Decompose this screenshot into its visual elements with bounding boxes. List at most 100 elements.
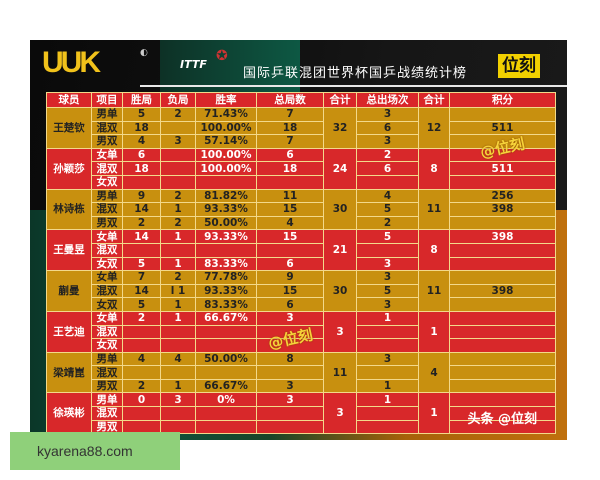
event-cell: 混双 [91, 283, 123, 299]
total-appearances-cell: 11 [418, 270, 450, 312]
win-rate-cell: 0% [195, 392, 257, 408]
event-cell: 男双 [91, 215, 123, 231]
appearances-cell: 5 [356, 229, 419, 244]
column-header: 负局 [160, 92, 196, 108]
points-cell [449, 147, 556, 163]
win-rate-cell [195, 365, 257, 380]
lost-cell [160, 147, 196, 163]
total-games-cell: 32 [323, 107, 357, 149]
lost-cell: 1 [160, 202, 196, 217]
games-cell: 3 [256, 392, 324, 408]
medal-logo-icon: ✪ [216, 48, 228, 64]
event-cell: 男单 [91, 107, 123, 122]
appearances-cell: 5 [356, 283, 419, 299]
won-cell [122, 338, 161, 353]
won-cell: 7 [122, 270, 161, 285]
appearances-cell: 2 [356, 147, 419, 163]
column-header: 合计 [323, 92, 357, 108]
lost-cell [160, 242, 196, 258]
points-cell [449, 215, 556, 231]
lost-cell: 2 [160, 270, 196, 285]
points-cell [449, 310, 556, 326]
table-row: 混双 14 1 93.33% 15 5 398 [47, 202, 556, 217]
table-row: 林诗栋 男单 9 2 81.82% 11 30 4 11 256 [46, 188, 556, 231]
win-rate-cell [195, 419, 257, 435]
lost-cell: 1 [160, 256, 196, 272]
won-cell [122, 242, 161, 258]
event-cell: 女单 [91, 310, 123, 326]
points-cell [449, 338, 556, 353]
column-header: 胜局 [122, 92, 161, 108]
points-cell [449, 134, 556, 149]
player-name: 徐瑛彬 [46, 392, 92, 435]
points-cell [449, 242, 556, 258]
won-cell: 4 [122, 134, 161, 149]
appearances-cell: 1 [356, 310, 419, 326]
event-cell: 女双 [91, 297, 123, 312]
games-cell: 7 [256, 107, 324, 122]
games-cell: 15 [256, 202, 324, 217]
appearances-cell: 1 [356, 378, 419, 394]
lost-cell [160, 161, 196, 176]
games-cell: 18 [256, 161, 324, 176]
win-rate-cell: 100.00% [195, 147, 257, 163]
event-cell: 男单 [91, 392, 123, 408]
games-cell [256, 406, 324, 421]
games-cell: 6 [256, 256, 324, 272]
table-row: 混双 18 100.00% 18 6 511 [47, 161, 556, 176]
win-rate-cell: 81.82% [195, 188, 257, 204]
total-appearances-cell: 1 [418, 310, 450, 353]
games-cell: 15 [256, 229, 324, 244]
win-rate-cell: 83.33% [195, 256, 257, 272]
total-appearances-cell: 12 [418, 107, 450, 149]
table-row: 女双 5 1 83.33% 6 3 [47, 256, 556, 272]
lost-cell [160, 365, 196, 380]
appearances-cell: 6 [356, 161, 419, 176]
games-cell: 4 [256, 215, 324, 231]
event-cell: 男双 [91, 419, 123, 435]
games-cell [256, 324, 324, 340]
total-appearances-cell: 11 [418, 188, 450, 231]
lost-cell: 1 [160, 378, 196, 394]
win-rate-cell: 93.33% [195, 202, 257, 217]
appearances-cell: 6 [356, 120, 419, 136]
lost-cell [160, 120, 196, 136]
footer-watermark: 头条 @位刻 [467, 412, 538, 428]
event-cell: 混双 [91, 406, 123, 421]
lost-cell [160, 338, 196, 353]
games-cell [256, 365, 324, 380]
points-cell [449, 256, 556, 272]
column-header: 合计 [418, 92, 450, 108]
site-overlay: kyarena88.com [10, 432, 180, 470]
column-header: 球员 [46, 92, 92, 108]
table-row: 混双 [47, 406, 556, 421]
points-cell: 256 [449, 188, 556, 204]
appearances-cell: 5 [356, 202, 419, 217]
won-cell: 2 [122, 310, 161, 326]
points-cell [449, 297, 556, 312]
games-cell: 18 [256, 120, 324, 136]
games-cell: 7 [256, 134, 324, 149]
lost-cell [160, 406, 196, 421]
won-cell: 5 [122, 297, 161, 312]
uuk-logo: UUK [42, 46, 101, 79]
total-games-cell: 21 [323, 229, 357, 272]
won-cell: 14 [122, 229, 161, 244]
win-rate-cell [195, 174, 257, 190]
win-rate-cell: 66.67% [195, 378, 257, 394]
points-cell [449, 351, 556, 367]
appearances-cell: 3 [356, 256, 419, 272]
points-cell: 398 [449, 202, 556, 217]
win-rate-cell: 57.14% [195, 134, 257, 149]
table-row: 男双 [47, 419, 556, 435]
page-title: 国际乒联混团世界杯国乒战绩统计榜 [243, 66, 468, 81]
appearances-cell [356, 174, 419, 190]
appearances-cell: 3 [356, 297, 419, 312]
points-cell [449, 270, 556, 285]
player-name: 王楚钦 [46, 107, 92, 149]
lost-cell: 1 [160, 297, 196, 312]
won-cell: 0 [122, 392, 161, 408]
appearances-cell: 2 [356, 215, 419, 231]
event-cell: 女单 [91, 270, 123, 285]
win-rate-cell: 50.00% [195, 351, 257, 367]
